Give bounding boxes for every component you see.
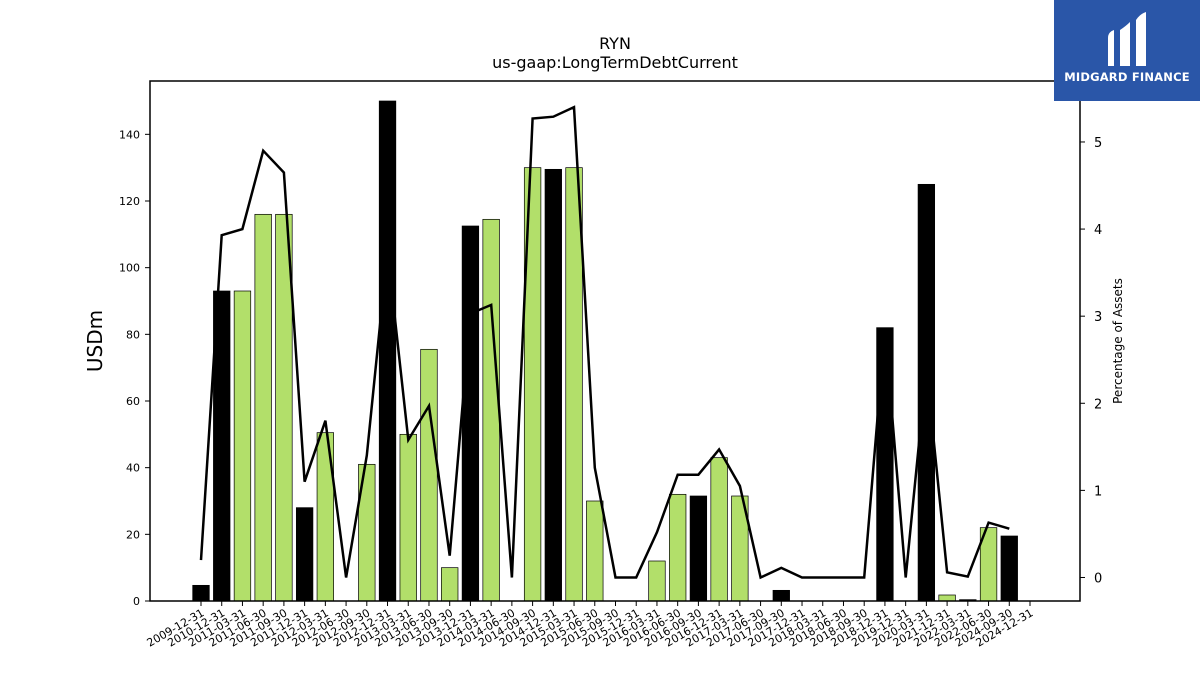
bar — [648, 560, 666, 602]
left-y-axis: 0 20 40 60 80 100 120 140 — [119, 128, 150, 608]
left-tick-label: 60 — [126, 395, 140, 408]
left-tick-label: 40 — [126, 462, 140, 475]
bar — [378, 100, 397, 602]
bar — [1000, 535, 1018, 602]
line-group — [199, 105, 1010, 580]
left-tick-label: 100 — [119, 262, 140, 275]
left-tick-label: 0 — [133, 595, 140, 608]
right-tick-label: 4 — [1094, 223, 1102, 238]
left-tick-label: 140 — [119, 128, 140, 141]
chart-subtitle: us-gaap:LongTermDebtCurrent — [492, 53, 738, 72]
bar — [420, 348, 438, 602]
bar — [669, 493, 687, 602]
bar — [254, 213, 272, 602]
bar — [441, 567, 459, 602]
bar — [917, 183, 936, 602]
left-tick-label: 20 — [126, 528, 140, 541]
bar — [233, 290, 252, 602]
bar — [461, 225, 480, 602]
bar — [295, 507, 314, 602]
bar — [482, 218, 500, 602]
left-tick-label: 120 — [119, 195, 140, 208]
x-axis: 2009-12-312010-12-312011-03-312011-06-30… — [145, 601, 1036, 650]
brand-logo: MIDGARD FINANCE — [1054, 0, 1200, 101]
right-tick-label: 2 — [1094, 397, 1102, 412]
bar — [772, 589, 790, 602]
bar — [876, 327, 894, 602]
bar — [544, 168, 562, 602]
bar — [399, 433, 417, 602]
y-axis-label: USDm — [83, 310, 107, 372]
percentage-line — [199, 105, 1010, 580]
left-tick-label: 80 — [126, 328, 140, 341]
bar — [710, 457, 728, 602]
right-y-axis: 0 1 2 3 4 5 — [1080, 136, 1102, 586]
bar — [565, 167, 583, 602]
right-tick-label: 1 — [1094, 484, 1102, 499]
bar — [192, 584, 210, 602]
right-tick-label: 3 — [1094, 310, 1102, 325]
right-y-axis-label: Percentage of Assets — [1111, 278, 1125, 404]
bar — [586, 500, 604, 602]
right-tick-label: 5 — [1094, 136, 1102, 151]
chart-title: RYN — [599, 34, 631, 53]
right-tick-label: 0 — [1094, 571, 1102, 586]
logo-text: MIDGARD FINANCE — [1064, 70, 1190, 84]
bar — [689, 495, 708, 602]
bar — [938, 594, 956, 602]
midgard-logo-icon — [1108, 12, 1146, 66]
